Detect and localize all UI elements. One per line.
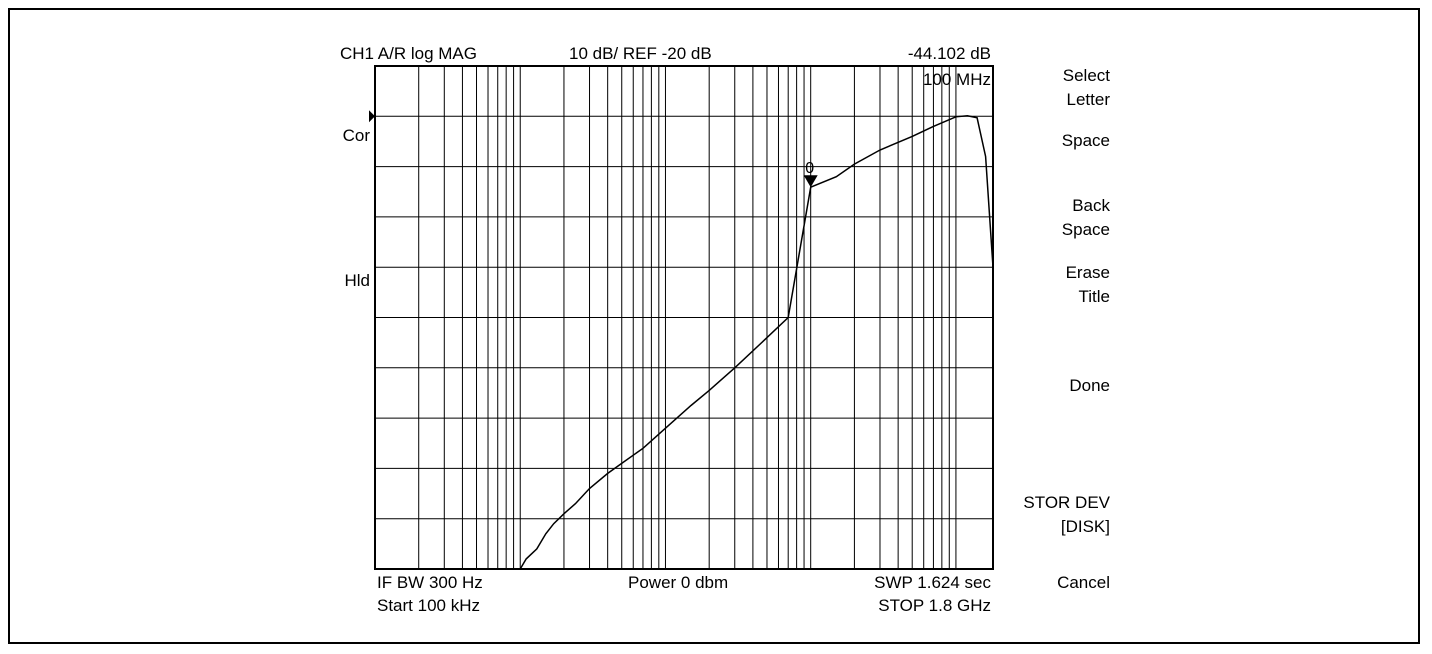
start-frequency: Start 100 kHz [377,596,480,615]
plot-border [374,65,994,570]
back-space-line2: Space [1061,220,1110,239]
stor-dev-button[interactable]: STOR DEV [DISK] [910,491,1110,539]
erase-title-button[interactable]: Erase Title [910,261,1110,309]
select-letter-line2: Letter [1066,90,1110,109]
stor-dev-line1: STOR DEV [1023,493,1110,512]
marker-value: -44.102 dB [907,44,991,63]
channel-label: CH1 A/R log MAG [340,44,477,63]
if-bandwidth: IF BW 300 Hz [377,573,483,592]
space-button[interactable]: Space [1061,131,1110,150]
cancel-button[interactable]: Cancel [1057,573,1110,592]
back-space-button[interactable]: Back Space [910,194,1110,242]
source-power: Power 0 dbm [628,573,729,592]
erase-title-line1: Erase [1065,263,1110,282]
marker-frequency: 100 MHz [922,70,991,89]
correction-status: Cor [342,126,370,145]
marker-0-label: 0 [805,160,814,177]
sweep-time: SWP 1.624 sec [874,573,991,592]
scale-label: 10 dB/ REF -20 dB [569,44,712,63]
hold-status: Hld [344,271,370,290]
erase-title-line2: Title [1078,287,1111,306]
back-space-line1: Back [1072,196,1110,215]
select-letter-button[interactable]: Select Letter [910,64,1110,112]
select-letter-line1: Select [1062,66,1110,85]
plot-grid [375,66,993,569]
instrument-frame [8,8,1420,644]
trace-line [519,115,994,570]
stop-frequency: STOP 1.8 GHz [878,596,991,615]
reference-level-pointer [369,110,375,123]
done-button[interactable]: Done [1069,376,1110,395]
marker-0-triangle [803,175,818,188]
stor-dev-line2: [DISK] [1060,517,1110,536]
